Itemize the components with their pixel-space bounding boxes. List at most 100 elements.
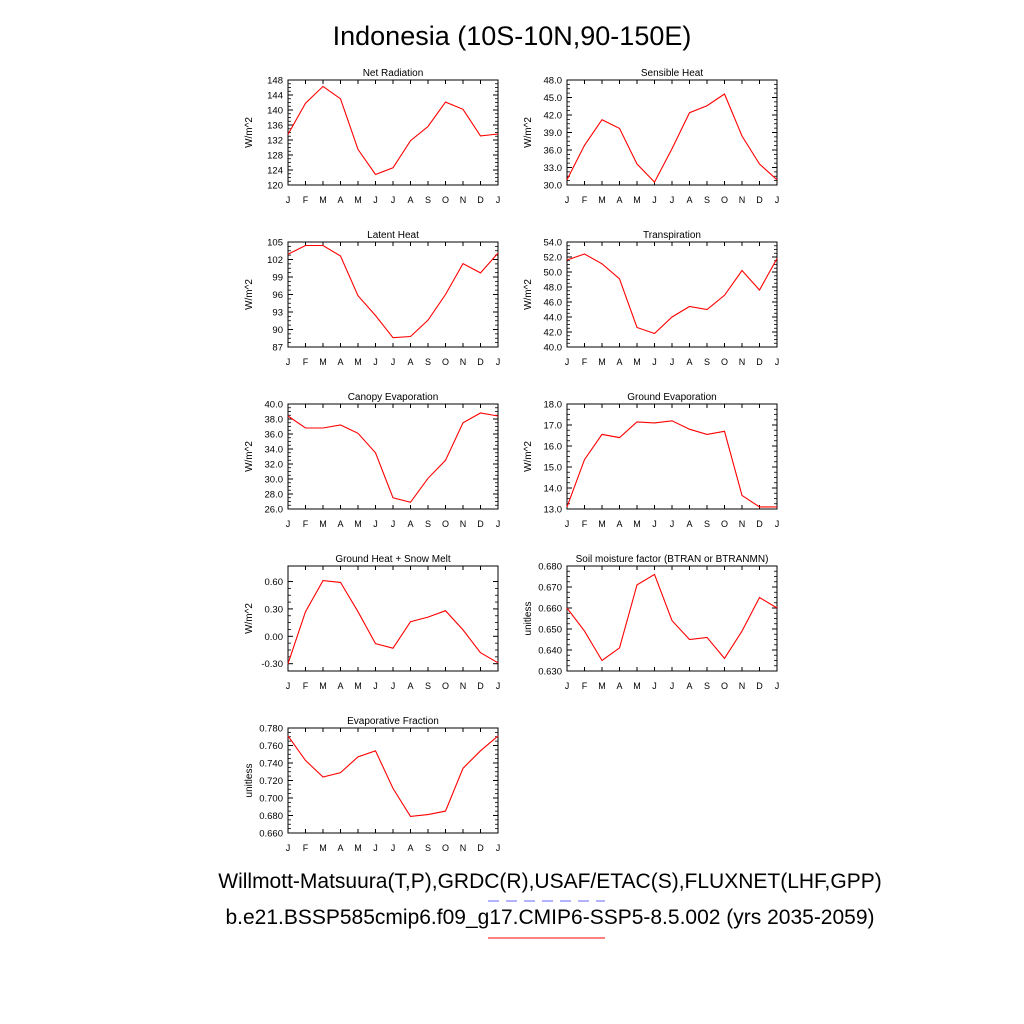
x-tick-label: A xyxy=(337,843,343,853)
plot-frame xyxy=(287,241,499,348)
plot-frame xyxy=(287,79,499,186)
x-tick-label: A xyxy=(337,519,343,529)
y-axis-label: W/m^2 xyxy=(244,279,255,310)
x-tick-label: J xyxy=(373,519,378,529)
plot-frame xyxy=(566,79,778,186)
plot-frame xyxy=(566,241,778,348)
y-tick-label: 52.0 xyxy=(544,253,563,264)
y-tick-label: 105 xyxy=(267,238,283,249)
x-tick-label: J xyxy=(391,357,396,367)
x-tick-label: J xyxy=(670,519,675,529)
x-tick-label: A xyxy=(686,357,692,367)
x-tick-label: M xyxy=(354,519,362,529)
y-tick-label: 33.0 xyxy=(544,163,563,174)
x-tick-label: D xyxy=(477,519,484,529)
x-tick-label: J xyxy=(286,843,291,853)
series-line xyxy=(287,244,499,339)
x-tick-label: D xyxy=(477,681,484,691)
y-axis-label: W/m^2 xyxy=(523,279,534,310)
x-tick-label: D xyxy=(477,357,484,367)
y-tick-label: 26.0 xyxy=(265,505,284,516)
x-tick-label: J xyxy=(775,519,780,529)
y-tick-label: 0.680 xyxy=(538,562,562,573)
y-tick-label: 32.0 xyxy=(265,460,284,471)
y-tick-label: 18.0 xyxy=(544,400,563,411)
y-tick-label: 45.0 xyxy=(544,93,563,104)
x-tick-label: J xyxy=(373,681,378,691)
y-tick-label: 46.0 xyxy=(544,298,563,309)
x-tick-label: J xyxy=(496,843,501,853)
x-tick-label: M xyxy=(319,843,327,853)
x-tick-label: M xyxy=(598,519,606,529)
y-tick-label: 140 xyxy=(267,106,283,117)
y-tick-label: 93 xyxy=(272,308,283,319)
x-tick-label: S xyxy=(425,195,431,205)
x-tick-label: J xyxy=(496,681,501,691)
y-tick-label: 0.680 xyxy=(259,811,283,822)
x-tick-label: M xyxy=(354,195,362,205)
model-legend-label: b.e21.BSSP585cmip6.f09_g17.CMIP6-SSP5-8.… xyxy=(225,906,875,929)
x-tick-label: D xyxy=(477,843,484,853)
x-tick-label: M xyxy=(598,195,606,205)
x-tick-label: J xyxy=(496,519,501,529)
x-tick-label: O xyxy=(721,681,728,691)
x-tick-label: M xyxy=(319,195,327,205)
y-tick-label: 16.0 xyxy=(544,442,563,453)
series-line xyxy=(287,85,499,176)
x-tick-label: F xyxy=(303,195,309,205)
x-tick-label: M xyxy=(633,357,641,367)
x-tick-label: A xyxy=(337,195,343,205)
y-tick-label: 144 xyxy=(267,91,283,102)
x-tick-label: A xyxy=(686,681,692,691)
y-tick-label: 48.0 xyxy=(544,76,563,87)
x-tick-label: S xyxy=(704,195,710,205)
y-tick-label: 0.30 xyxy=(265,604,284,615)
x-tick-label: F xyxy=(303,519,309,529)
y-tick-label: 0.60 xyxy=(265,577,284,588)
x-tick-label: A xyxy=(407,519,413,529)
y-tick-label: 30.0 xyxy=(265,475,284,486)
x-tick-label: J xyxy=(652,681,657,691)
x-tick-label: D xyxy=(756,681,763,691)
y-tick-label: 0.660 xyxy=(538,604,562,615)
y-tick-label: 0.740 xyxy=(259,759,283,770)
y-tick-label: 90 xyxy=(272,325,283,336)
x-tick-label: A xyxy=(337,357,343,367)
x-tick-label: M xyxy=(319,519,327,529)
x-tick-label: O xyxy=(442,681,449,691)
x-tick-label: J xyxy=(775,195,780,205)
x-tick-label: J xyxy=(391,519,396,529)
x-tick-label: M xyxy=(354,357,362,367)
y-tick-label: 36.0 xyxy=(265,430,284,441)
y-tick-label: 0.670 xyxy=(538,583,562,594)
x-tick-label: J xyxy=(775,681,780,691)
y-tick-label: 34.0 xyxy=(265,445,284,456)
x-tick-label: J xyxy=(652,357,657,367)
y-tick-label: 0.630 xyxy=(538,667,562,678)
series-line xyxy=(566,253,778,335)
x-tick-label: J xyxy=(286,195,291,205)
y-axis-label: W/m^2 xyxy=(244,117,255,148)
panel-title: Evaporative Fraction xyxy=(347,716,439,727)
x-tick-label: J xyxy=(565,681,570,691)
panel-title: Sensible Heat xyxy=(641,68,703,79)
x-tick-label: J xyxy=(373,843,378,853)
x-tick-label: N xyxy=(739,681,746,691)
y-tick-label: 40.0 xyxy=(265,400,284,411)
x-tick-label: J xyxy=(496,357,501,367)
x-tick-label: A xyxy=(407,357,413,367)
x-tick-label: O xyxy=(442,195,449,205)
x-tick-label: N xyxy=(460,195,467,205)
y-tick-label: 30.0 xyxy=(544,181,563,192)
panel-title: Ground Evaporation xyxy=(627,392,717,403)
y-tick-label: 48.0 xyxy=(544,283,563,294)
y-tick-label: 102 xyxy=(267,255,283,266)
x-tick-label: F xyxy=(582,681,588,691)
y-tick-label: 13.0 xyxy=(544,505,563,516)
y-tick-label: 96 xyxy=(272,290,283,301)
